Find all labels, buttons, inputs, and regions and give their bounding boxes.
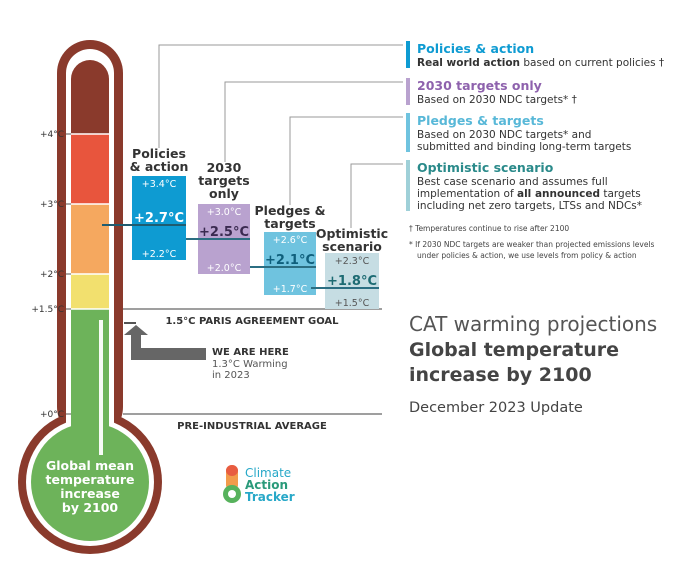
title-line-2: Global temperature: [409, 339, 619, 361]
thermometer-band: [71, 204, 109, 274]
legend-description: Real world action based on current polic…: [417, 57, 664, 69]
central-label-policies: +2.7°C: [134, 211, 184, 226]
thermometer-band: [71, 134, 109, 204]
legend-connector: [224, 81, 403, 162]
scenario-bars: +3.4°C +2.2°C +2.7°C Policies& action +3.0°C…: [102, 146, 388, 309]
legend-text-segment: submitted and binding long-term targets: [417, 141, 631, 153]
low-label-policies: +2.2°C: [142, 249, 177, 260]
category-label-targets2030: only: [209, 186, 239, 201]
logo-thermometer-top: [226, 465, 238, 476]
y-tick-label: +1.5°C: [31, 305, 64, 315]
title-block: CAT warming projections Global temperatur…: [409, 312, 657, 416]
update-date: December 2023 Update: [409, 400, 583, 416]
legend-connector: [289, 116, 403, 205]
category-label-policies: & action: [130, 159, 189, 174]
logo-text: Tracker: [245, 490, 295, 504]
category-label-pledges: Pledges &: [255, 203, 326, 218]
thermometer-band: [71, 80, 109, 134]
we-are-here-title: WE ARE HERE: [212, 347, 289, 358]
low-label-targets2030: +2.0°C: [207, 263, 242, 274]
legend-title: 2030 targets only: [417, 78, 542, 93]
legend-title: Policies & action: [417, 41, 534, 56]
y-tick-label: +2°C: [40, 270, 64, 280]
legend-text-segment: Based on 2030 NDC targets* †: [417, 94, 577, 106]
we-are-here-arrowhead: [124, 325, 148, 335]
legend-text-segment: Based on 2030 NDC targets* and: [417, 129, 591, 141]
y-tick-label: +4°C: [40, 130, 64, 140]
we-are-here-detail: in 2023: [212, 370, 250, 381]
category-label-pledges: targets: [264, 216, 315, 231]
legend-color-bar: [406, 160, 410, 211]
legend-text-segment: targets: [600, 188, 641, 200]
legend-color-bar: [406, 113, 410, 152]
category-label-optimistic: Optimistic: [316, 226, 388, 241]
legend-title: Optimistic scenario: [417, 160, 554, 175]
central-label-optimistic: +1.8°C: [327, 274, 377, 289]
legend-connector: [158, 44, 403, 148]
high-label-targets2030: +3.0°C: [207, 207, 242, 218]
category-label-policies: Policies: [132, 146, 186, 161]
category-label-targets2030: 2030: [207, 160, 242, 175]
bar-optimistic: [325, 253, 379, 309]
legend-description: Best case scenario and assumes full: [417, 176, 608, 188]
reference-lines: 1.5°C PARIS AGREEMENT GOAL PRE-INDUSTRIAL…: [123, 308, 382, 432]
thermometer-band: [71, 274, 109, 309]
category-label-targets2030: targets: [198, 173, 249, 188]
bulb-label: Global mean: [46, 458, 134, 473]
bulb-label: temperature: [45, 472, 134, 487]
central-label-pledges: +2.1°C: [265, 253, 315, 268]
logo-text: Action: [245, 478, 288, 492]
legend-color-bar: [406, 41, 410, 68]
legend-text-segment: based on current policies †: [520, 57, 664, 69]
footnote: † Temperatures continue to rise after 21…: [409, 224, 569, 233]
bar-pledges: [264, 232, 316, 295]
legend-description: Based on 2030 NDC targets* †: [417, 94, 577, 106]
thermometer-shine: [99, 320, 103, 455]
high-label-policies: +3.4°C: [142, 179, 177, 190]
legend-text-segment: implementation of: [417, 188, 517, 200]
thermometer-band: [71, 309, 109, 440]
footnote: * If 2030 NDC targets are weaker than pr…: [409, 240, 655, 249]
y-axis-ticks: +0°C +1.5°C +2°C +3°C +4°C: [31, 130, 71, 420]
legend-text-segment: all announced: [517, 188, 600, 200]
title-line-1: CAT warming projections: [409, 312, 657, 336]
legend-text-segment: including net zero targets, LTSs and NDC…: [417, 200, 642, 212]
legend-title: Pledges & targets: [417, 113, 544, 128]
bulb-label: increase: [60, 486, 120, 501]
title-line-3: increase by 2100: [409, 364, 592, 386]
bulb-label: by 2100: [62, 500, 119, 515]
y-tick-label: +0°C: [40, 410, 64, 420]
y-tick-label: +3°C: [40, 200, 64, 210]
legend-text-segment: Real world action: [417, 57, 520, 69]
thermometer-bulb-fill: [31, 423, 149, 541]
logo-thermometer-dot: [228, 490, 236, 498]
high-label-pledges: +2.6°C: [273, 235, 308, 246]
low-label-optimistic: +1.5°C: [335, 298, 370, 309]
legend-connector: [350, 163, 403, 228]
legend-color-bar: [406, 78, 410, 105]
central-label-targets2030: +2.5°C: [199, 225, 249, 240]
low-label-pledges: +1.7°C: [273, 284, 308, 295]
bar-policies: [132, 176, 186, 260]
legend-connectors: [158, 44, 403, 228]
legend-description: implementation of all announced targets: [417, 188, 641, 200]
reference-line-label: 1.5°C PARIS AGREEMENT GOAL: [165, 316, 339, 327]
category-label-optimistic: scenario: [322, 239, 382, 254]
legend-description: Based on 2030 NDC targets* and: [417, 129, 591, 141]
we-are-here-detail: 1.3°C Warming: [212, 359, 288, 370]
logo-text: Climate: [245, 466, 291, 480]
footnote: under policies & action, we use levels f…: [417, 251, 637, 260]
high-label-optimistic: +2.3°C: [335, 256, 370, 267]
we-are-here-arrow: [131, 333, 206, 360]
reference-line-label: PRE-INDUSTRIAL AVERAGE: [177, 421, 327, 432]
legend-description: including net zero targets, LTSs and NDC…: [417, 200, 642, 212]
legend-text-segment: Best case scenario and assumes full: [417, 176, 608, 188]
footnotes: † Temperatures continue to rise after 21…: [409, 224, 655, 260]
legend-description: submitted and binding long-term targets: [417, 141, 631, 153]
